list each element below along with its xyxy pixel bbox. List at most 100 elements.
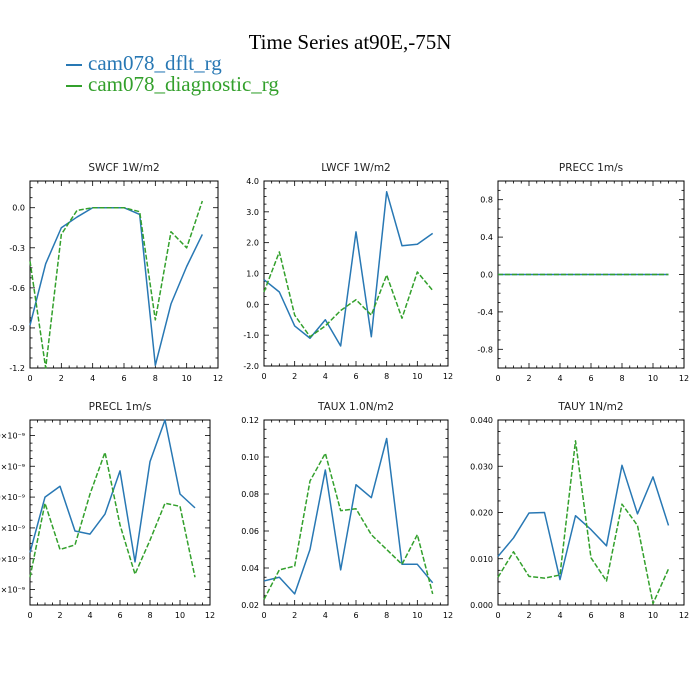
panel-2: LWCF 1W/m2 0 2 4 6 8 10 12 -2.0 -1.0 0.0 1.0 2.0 3.0 4… bbox=[243, 162, 453, 381]
panel-1: SWCF 1W/m2 0 2 4 6 8 10 12 -1.2 -0.9 -0.6 -0.3 0.0 bbox=[9, 162, 223, 383]
x-tick-label: 12 bbox=[679, 611, 689, 620]
legend-label-diagnostic: cam078_diagnostic_rg bbox=[88, 72, 279, 96]
y-tick-label: 2.0 bbox=[246, 239, 259, 248]
legend-entry-diagnostic: cam078_diagnostic_rg bbox=[66, 72, 279, 97]
plot-frame bbox=[263, 180, 449, 367]
x-tick-label: 6 bbox=[353, 372, 358, 381]
x-tick-label: 0 bbox=[27, 611, 32, 620]
y-tick-label: 0.8 bbox=[480, 196, 493, 205]
x-tick-label: 8 bbox=[384, 611, 389, 620]
panel-title: LWCF 1W/m2 bbox=[321, 162, 391, 174]
panel-title: PRECL 1m/s bbox=[89, 401, 152, 413]
x-tick-label: 0 bbox=[495, 374, 500, 383]
y-tick-label: -0.9 bbox=[9, 324, 25, 333]
y-tick-label: 4.5×10⁻⁹ bbox=[0, 462, 25, 471]
y-tick-label: 4.0×10⁻⁹ bbox=[0, 493, 25, 502]
figure-title: Time Series at90E,-75N bbox=[248, 30, 452, 54]
y-tick-label: 2.5×10⁻⁹ bbox=[0, 586, 25, 595]
y-tick-label: 4.0 bbox=[246, 177, 259, 186]
y-tick-label: -1.0 bbox=[243, 331, 259, 340]
y-tick-label: 0.020 bbox=[470, 509, 493, 518]
y-tick-label: 0.0 bbox=[246, 300, 259, 309]
y-tick-label: 3.0×10⁻⁹ bbox=[0, 555, 25, 564]
x-tick-label: 10 bbox=[182, 374, 192, 383]
x-tick-label: 12 bbox=[443, 372, 453, 381]
x-tick-label: 0 bbox=[27, 374, 32, 383]
plot-frame bbox=[263, 419, 449, 606]
series-line-dflt bbox=[263, 437, 434, 595]
x-tick-label: 6 bbox=[121, 374, 126, 383]
x-tick-label: 4 bbox=[323, 372, 328, 381]
y-tick-label: 0.08 bbox=[241, 490, 259, 499]
y-tick-label: -0.8 bbox=[477, 345, 493, 354]
x-tick-label: 2 bbox=[526, 611, 531, 620]
panel-title: SWCF 1W/m2 bbox=[88, 162, 159, 174]
panel-title: TAUX 1.0N/m2 bbox=[317, 401, 394, 413]
series-line-diagnostic bbox=[29, 200, 204, 369]
x-tick-label: 2 bbox=[292, 611, 297, 620]
y-tick-label: 5.0×10⁻⁹ bbox=[0, 431, 25, 440]
y-tick-label: 0.010 bbox=[470, 555, 493, 564]
x-tick-label: 6 bbox=[117, 611, 122, 620]
series-line-dflt bbox=[29, 419, 196, 563]
y-tick-label: 0.4 bbox=[480, 233, 493, 242]
plot-frame bbox=[29, 180, 219, 369]
legend-line-diagnostic bbox=[66, 85, 82, 88]
x-tick-label: 10 bbox=[648, 611, 658, 620]
x-tick-label: 0 bbox=[261, 372, 266, 381]
y-tick-label: 0.12 bbox=[241, 416, 259, 425]
y-tick-label: -1.2 bbox=[9, 364, 25, 373]
series-line-diagnostic bbox=[263, 452, 434, 600]
x-tick-label: 2 bbox=[292, 372, 297, 381]
panel-4: PRECL 1m/s 0 2 4 6 8 10 12 2.5×10⁻⁹ 3.0×10⁻⁹ 3.5×1… bbox=[0, 401, 215, 620]
y-tick-label: -0.3 bbox=[9, 244, 25, 253]
y-tick-label: 0.040 bbox=[470, 416, 493, 425]
series-line-dflt bbox=[263, 191, 434, 347]
y-tick-label: 0.04 bbox=[241, 564, 259, 573]
x-tick-label: 4 bbox=[323, 611, 328, 620]
y-tick-label: 0.030 bbox=[470, 462, 493, 471]
legend-entry-dflt: cam078_dflt_rg bbox=[66, 51, 222, 76]
x-tick-label: 8 bbox=[619, 611, 624, 620]
series-line-diagnostic bbox=[263, 251, 434, 338]
y-tick-label: -0.6 bbox=[9, 284, 25, 293]
y-tick-label: 0.000 bbox=[470, 601, 493, 610]
y-tick-label: 1.0 bbox=[246, 270, 259, 279]
y-tick-label: 3.0 bbox=[246, 208, 259, 217]
y-tick-label: 0.06 bbox=[241, 527, 259, 536]
x-tick-label: 4 bbox=[90, 374, 95, 383]
x-tick-label: 4 bbox=[87, 611, 92, 620]
x-tick-label: 4 bbox=[557, 611, 562, 620]
x-tick-label: 8 bbox=[619, 374, 624, 383]
x-tick-label: 12 bbox=[205, 611, 215, 620]
y-tick-label: 0.02 bbox=[241, 601, 259, 610]
series-line-diagnostic bbox=[29, 451, 196, 578]
panel-title: PRECC 1m/s bbox=[559, 162, 623, 174]
series-line-diagnostic bbox=[497, 440, 670, 605]
x-tick-label: 10 bbox=[175, 611, 185, 620]
x-tick-label: 2 bbox=[57, 611, 62, 620]
x-tick-label: 12 bbox=[213, 374, 223, 383]
x-tick-label: 6 bbox=[353, 611, 358, 620]
legend-label-dflt: cam078_dflt_rg bbox=[88, 51, 222, 75]
x-tick-label: 8 bbox=[384, 372, 389, 381]
y-tick-label: 0.0 bbox=[480, 271, 493, 280]
x-tick-label: 2 bbox=[526, 374, 531, 383]
x-tick-label: 6 bbox=[588, 611, 593, 620]
y-tick-label: -0.4 bbox=[477, 308, 493, 317]
plot-frame bbox=[497, 419, 685, 606]
series-line-dflt bbox=[497, 464, 670, 581]
y-tick-label: 0.10 bbox=[241, 453, 259, 462]
x-tick-label: 0 bbox=[261, 611, 266, 620]
x-tick-label: 10 bbox=[648, 374, 658, 383]
y-tick-label: 0.0 bbox=[12, 204, 25, 213]
x-tick-label: 4 bbox=[557, 374, 562, 383]
x-tick-label: 12 bbox=[443, 611, 453, 620]
legend-line-dflt bbox=[66, 64, 82, 67]
panel-5: TAUX 1.0N/m2 0 2 4 6 8 10 12 0.02 0.04 0.06 0.08 0.1… bbox=[241, 401, 453, 620]
x-tick-label: 6 bbox=[588, 374, 593, 383]
panel-title: TAUY 1N/m2 bbox=[557, 401, 623, 413]
y-tick-label: -2.0 bbox=[243, 362, 259, 371]
